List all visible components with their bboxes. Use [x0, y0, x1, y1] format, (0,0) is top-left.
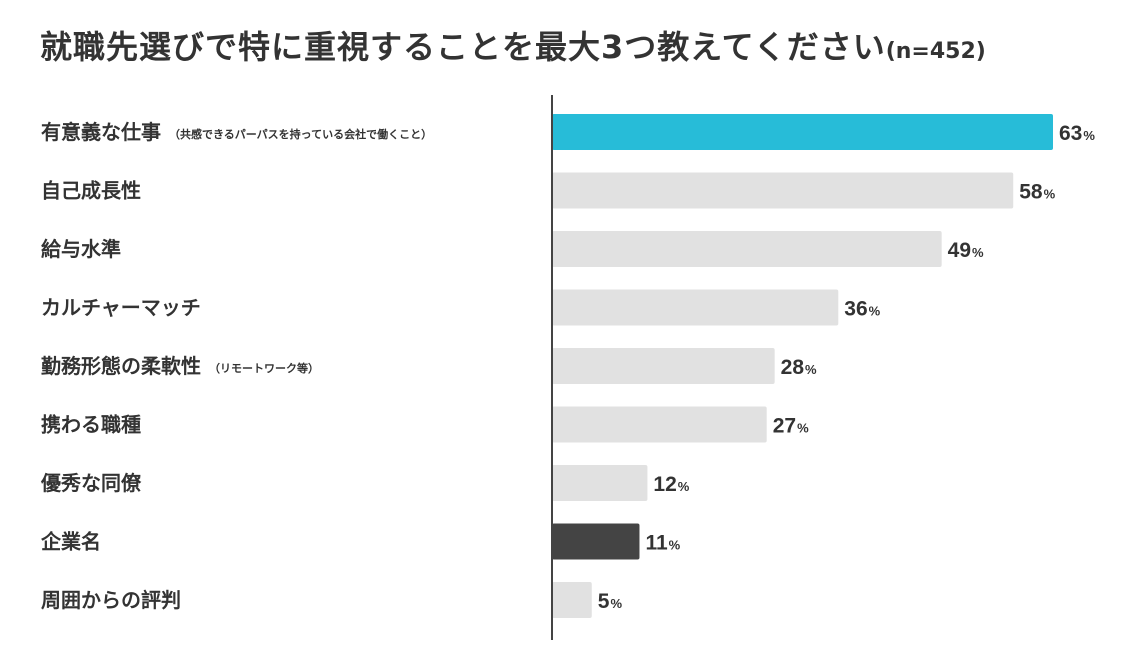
sample-size-label: (n=452)	[885, 39, 986, 64]
value-label: 36%	[844, 298, 880, 321]
value-number: 12	[653, 473, 676, 496]
value-unit: %	[805, 362, 817, 377]
bar	[552, 114, 1053, 150]
value-number: 28	[781, 356, 805, 379]
chart-title: 就職先選びで特に重視することを最大3つ教えてください(n=452)	[40, 22, 986, 68]
value-unit: %	[1044, 187, 1056, 202]
value-label: 27%	[773, 415, 809, 438]
category-note: （リモートワーク等）	[209, 361, 319, 375]
value-unit: %	[610, 596, 622, 611]
value-number: 63	[1059, 122, 1082, 145]
category-label: 携わる職種	[41, 413, 141, 437]
bar	[552, 289, 839, 326]
chart-title-text: 就職先選びで特に重視することを最大3つ教えてください	[40, 28, 886, 66]
value-label: 12%	[653, 473, 689, 496]
bar	[552, 465, 648, 501]
value-label: 11%	[645, 532, 680, 555]
bar	[552, 348, 775, 384]
bar	[552, 406, 767, 443]
bar	[552, 231, 942, 267]
value-unit: %	[669, 538, 681, 553]
category-label: 企業名	[40, 530, 101, 554]
value-number: 58	[1019, 181, 1043, 204]
value-label: 58%	[1019, 181, 1055, 204]
category-label: 勤務形態の柔軟性	[41, 354, 201, 378]
value-number: 27	[773, 415, 796, 438]
value-number: 49	[948, 239, 971, 262]
category-label: 有意義な仕事	[41, 120, 161, 144]
category-label: 自己成長性	[41, 179, 141, 203]
value-unit: %	[972, 245, 984, 260]
value-unit: %	[797, 421, 809, 436]
category-label: 周囲からの評判	[41, 588, 181, 612]
category-label: 給与水準	[41, 237, 121, 261]
value-label: 63%	[1059, 122, 1095, 145]
value-unit: %	[678, 479, 690, 494]
category-label: 優秀な同僚	[40, 471, 142, 495]
category-label: カルチャーマッチ	[41, 296, 201, 320]
bar	[552, 582, 592, 618]
value-label: 5%	[598, 590, 623, 613]
value-unit: %	[869, 304, 881, 319]
bar	[552, 172, 1014, 209]
value-number: 11	[645, 532, 668, 555]
value-label: 49%	[948, 239, 984, 262]
value-number: 5	[598, 590, 610, 613]
value-label: 28%	[781, 356, 817, 379]
category-note: （共感できるパーパスを持っている会社で働くこと）	[169, 127, 432, 141]
bar	[552, 523, 640, 560]
value-unit: %	[1083, 128, 1095, 143]
value-number: 36	[844, 298, 867, 321]
